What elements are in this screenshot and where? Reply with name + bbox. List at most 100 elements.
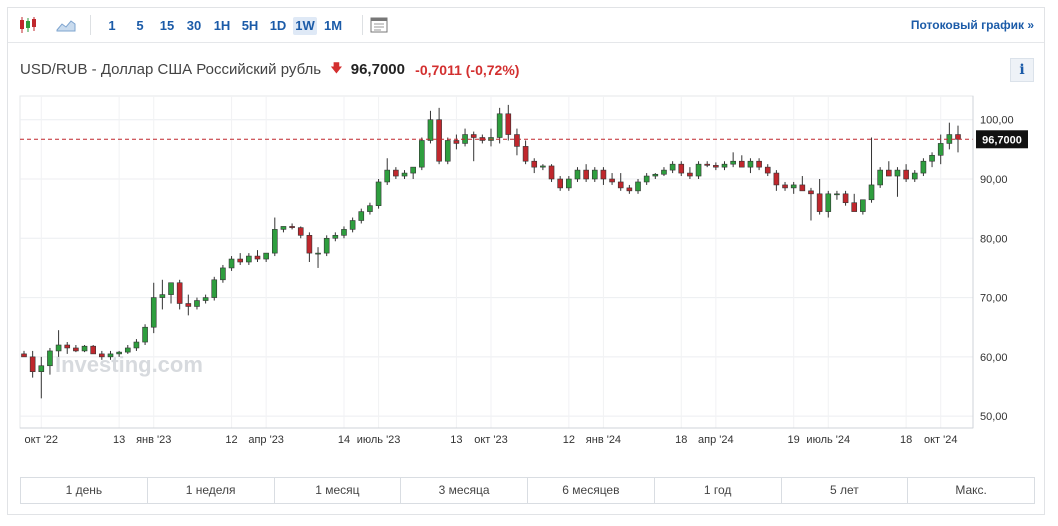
- candle-body: [643, 175, 650, 183]
- interval-button-1w[interactable]: 1W: [293, 17, 317, 35]
- candle-body: [81, 345, 88, 352]
- interval-button-5h[interactable]: 5H: [241, 18, 259, 33]
- last-price-line: 96,7000: [20, 130, 1028, 149]
- interval-button-30[interactable]: 30: [186, 18, 202, 33]
- candle: [842, 190, 849, 206]
- interval-button-15[interactable]: 15: [159, 18, 175, 33]
- candle-body: [176, 282, 183, 304]
- candle: [929, 152, 935, 168]
- price-change: -0,7011 (-0,72%): [415, 61, 520, 78]
- candle-body: [107, 353, 114, 358]
- candle-body: [349, 220, 356, 230]
- candle: [816, 179, 823, 215]
- candle-body: [55, 344, 62, 352]
- y-tick-label: 50,00: [980, 411, 1008, 423]
- candle-body: [782, 184, 788, 189]
- candle: [185, 294, 192, 316]
- candle-body: [626, 187, 633, 192]
- candle: [514, 128, 520, 156]
- candle-body: [73, 347, 79, 352]
- candle: [808, 187, 814, 221]
- range-button[interactable]: 1 год: [655, 478, 782, 503]
- candle: [453, 134, 460, 150]
- candle-body: [851, 202, 858, 212]
- interval-button-1d[interactable]: 1D: [269, 18, 287, 33]
- candle-body: [730, 160, 736, 165]
- candle-body: [799, 184, 806, 192]
- candle: [315, 247, 321, 268]
- candle: [444, 137, 451, 165]
- y-tick-label: 90,00: [980, 174, 1008, 186]
- candle: [271, 217, 278, 257]
- x-tick-label: 12: [563, 434, 575, 446]
- candle-body: [566, 178, 572, 189]
- chart-toolbar: 1 5 15 30 1H 5H 1D 1W 1M Потоковый график »: [8, 8, 1044, 43]
- candle: [176, 279, 183, 310]
- candle: [194, 297, 200, 310]
- candle-body: [773, 172, 780, 186]
- candle: [505, 104, 512, 141]
- candle-body: [652, 173, 659, 177]
- candle-body: [695, 163, 702, 177]
- candle: [202, 294, 209, 304]
- price-chart[interactable]: Investing.com 96,7000 50,00 60,00 70,00 80,…: [8, 88, 1044, 468]
- candle-body: [574, 169, 581, 180]
- streaming-chart-link[interactable]: Потоковый график »: [910, 18, 1034, 32]
- x-tick-label: янв '23: [136, 434, 171, 446]
- interval-button-1h[interactable]: 1H: [213, 18, 231, 33]
- candle-body: [860, 199, 866, 212]
- range-button[interactable]: 6 месяцев: [528, 478, 655, 503]
- candle: [903, 164, 909, 182]
- range-button[interactable]: 3 месяца: [401, 478, 528, 503]
- candle-body: [410, 166, 416, 174]
- candlestick-icon[interactable]: [17, 14, 39, 36]
- grid-lines: [19, 95, 974, 429]
- candle: [280, 226, 287, 233]
- candle-body: [825, 193, 832, 212]
- candle-body: [738, 160, 745, 168]
- range-button[interactable]: Макс.: [955, 483, 987, 497]
- candle: [548, 164, 555, 182]
- interval-button-5[interactable]: 5: [136, 18, 144, 33]
- candle: [107, 350, 114, 360]
- range-button[interactable]: 1 месяц: [275, 478, 402, 503]
- candle-body: [315, 252, 321, 255]
- candle-body: [133, 341, 140, 349]
- candle: [911, 170, 918, 182]
- candle-body: [47, 350, 53, 367]
- candle-body: [150, 297, 157, 328]
- candle-body: [687, 172, 693, 177]
- candle-body: [609, 178, 615, 183]
- candle-body: [903, 169, 909, 180]
- candle: [747, 158, 754, 174]
- candle: [367, 202, 373, 215]
- candle: [124, 345, 131, 354]
- x-tick-label: июль '24: [806, 434, 850, 446]
- range-button[interactable]: 1 день: [21, 478, 148, 503]
- candlestick-chart[interactable]: Investing.com 96,7000 50,00 60,00 70,00 80,…: [8, 88, 1044, 468]
- candle-body: [929, 154, 935, 162]
- x-tick-label: окт '22: [25, 434, 58, 446]
- chart-settings-icon[interactable]: [368, 14, 390, 36]
- candle: [349, 217, 356, 233]
- range-button[interactable]: 5 лет: [782, 478, 909, 503]
- candle-body: [453, 140, 460, 144]
- candle-body: [911, 172, 918, 180]
- candle-body: [886, 169, 892, 177]
- range-button[interactable]: 1 неделя: [148, 478, 275, 503]
- area-chart-icon[interactable]: [55, 14, 77, 36]
- candle: [920, 158, 927, 177]
- last-price-tag-label: 96,7000: [982, 134, 1022, 146]
- candle: [142, 324, 148, 345]
- interval-button-1[interactable]: 1: [108, 18, 116, 33]
- candle: [410, 166, 416, 179]
- candle-body: [168, 282, 174, 295]
- info-button[interactable]: i: [1010, 58, 1034, 82]
- candle: [375, 179, 382, 209]
- candle-body: [496, 113, 503, 138]
- candle: [557, 176, 563, 191]
- candle: [721, 161, 728, 171]
- candle: [29, 350, 36, 378]
- interval-button-1m[interactable]: 1M: [323, 18, 343, 33]
- candle-body: [834, 193, 840, 196]
